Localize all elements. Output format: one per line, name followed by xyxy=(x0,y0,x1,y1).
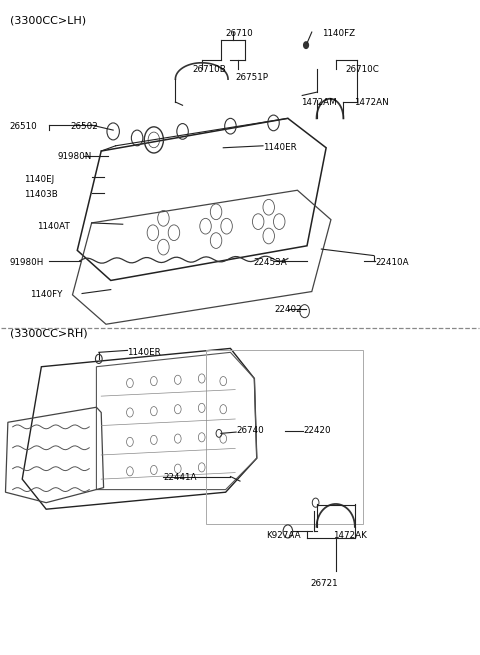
Text: 26502: 26502 xyxy=(70,122,98,131)
Text: 1140ER: 1140ER xyxy=(128,348,161,357)
Text: 26510: 26510 xyxy=(9,122,37,131)
Text: 26751P: 26751P xyxy=(235,73,268,83)
Text: 1140FY: 1140FY xyxy=(30,290,63,299)
Text: (3300CC>RH): (3300CC>RH) xyxy=(10,329,88,339)
Text: 1140EJ: 1140EJ xyxy=(24,175,54,183)
Text: 22410A: 22410A xyxy=(375,257,408,267)
Text: 1140ER: 1140ER xyxy=(263,143,297,152)
Text: 26721: 26721 xyxy=(311,579,338,588)
Text: 1472AN: 1472AN xyxy=(354,98,388,107)
Text: 26740: 26740 xyxy=(236,426,264,436)
Text: 22420: 22420 xyxy=(303,426,331,436)
Text: 91980H: 91980H xyxy=(9,257,44,267)
Text: 91980N: 91980N xyxy=(57,152,91,160)
Text: K927AA: K927AA xyxy=(266,531,301,540)
Text: (3300CC>LH): (3300CC>LH) xyxy=(10,15,86,25)
Text: 26710: 26710 xyxy=(226,29,253,38)
Text: 11403B: 11403B xyxy=(24,191,58,199)
Text: 22402: 22402 xyxy=(275,305,302,314)
Text: 22441A: 22441A xyxy=(163,474,197,482)
Text: 1472AM: 1472AM xyxy=(301,98,337,107)
Circle shape xyxy=(304,42,309,48)
Text: 1472AK: 1472AK xyxy=(333,531,367,540)
Text: 22453A: 22453A xyxy=(253,257,287,267)
Text: 1140FZ: 1140FZ xyxy=(323,29,356,38)
Text: 26710C: 26710C xyxy=(345,65,379,74)
Text: 1140AT: 1140AT xyxy=(36,221,70,231)
Text: 26710B: 26710B xyxy=(192,65,226,74)
